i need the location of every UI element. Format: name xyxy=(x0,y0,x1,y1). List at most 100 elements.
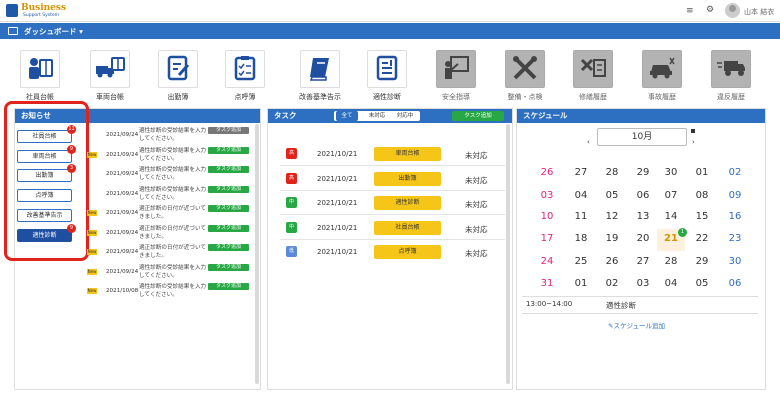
tile-label[interactable]: 社員台帳 xyxy=(26,93,54,101)
tile-6[interactable] xyxy=(436,50,476,88)
calendar-day[interactable]: 11 xyxy=(574,211,588,222)
calendar-day[interactable]: 02 xyxy=(605,278,619,289)
tile-9[interactable] xyxy=(642,50,682,88)
calendar-day[interactable]: 13 xyxy=(636,211,650,222)
task-category[interactable]: 車両台帳 xyxy=(374,147,441,161)
calendar-day[interactable]: 15 xyxy=(695,211,709,222)
calendar-day[interactable]: 04 xyxy=(574,190,588,201)
prev-month-button[interactable]: ‹ xyxy=(587,138,590,146)
calendar-day[interactable]: 27 xyxy=(574,167,588,178)
notice-add-task-button[interactable]: タスク追加 xyxy=(208,166,249,173)
notice-text[interactable]: 適正診断の日付が近づいてきました。 xyxy=(139,245,206,259)
tile-10[interactable] xyxy=(711,50,751,88)
logo[interactable]: Business Support System xyxy=(6,2,66,20)
tile-0[interactable] xyxy=(20,50,60,88)
task-status[interactable]: 未対応 xyxy=(465,249,488,258)
calendar-day[interactable]: 06 xyxy=(728,278,742,289)
calendar-day[interactable]: 26 xyxy=(605,256,619,267)
tile-label[interactable]: 点呼簿 xyxy=(234,93,256,101)
calendar-day[interactable]: 24 xyxy=(540,256,554,267)
calendar-day[interactable]: 30 xyxy=(664,167,678,178)
notice-add-task-button[interactable]: タスク追加 xyxy=(208,146,249,154)
menu-icon[interactable]: ≡ xyxy=(686,6,694,16)
gear-icon[interactable]: ⚙ xyxy=(706,5,715,15)
calendar-day[interactable]: 17 xyxy=(540,233,554,244)
calendar-day[interactable]: 09 xyxy=(728,190,742,201)
notice-text[interactable]: 適性診断の受診結果を入力してください。 xyxy=(139,284,207,298)
task-status[interactable]: 未対応 xyxy=(465,200,488,209)
notice-add-task-button[interactable]: タスク追加 xyxy=(208,283,249,290)
tile-3[interactable] xyxy=(225,50,265,88)
notice-filter-button[interactable]: 点呼簿 xyxy=(17,189,72,202)
notice-filter-button[interactable]: 社員台帳 11 xyxy=(17,125,76,143)
task-category[interactable]: 出勤簿 xyxy=(374,171,441,186)
calendar-day[interactable]: 04 xyxy=(664,278,678,289)
dashboard-dropdown[interactable]: ダッシュボード ▾ xyxy=(24,27,83,36)
calendar-day[interactable]: 08 xyxy=(695,190,709,201)
calendar-day[interactable]: 05 xyxy=(605,190,619,201)
tile-label[interactable]: 改善基準告示 xyxy=(299,93,341,101)
tile-7[interactable] xyxy=(505,50,545,88)
next-month-button[interactable]: › xyxy=(692,138,695,146)
calendar-day[interactable]: 01 xyxy=(695,167,709,178)
calendar-day[interactable]: 30 xyxy=(728,256,742,267)
calendar-day[interactable]: 07 xyxy=(664,190,678,201)
task-category[interactable]: 点呼簿 xyxy=(374,245,441,259)
tile-label[interactable]: 違反履歴 xyxy=(717,93,745,101)
notice-scrollbar[interactable] xyxy=(255,124,259,384)
notice-text[interactable]: 適性診断の受診結果を入力してください。 xyxy=(139,264,207,279)
user-name[interactable]: 山本 結衣 xyxy=(744,8,775,16)
calendar-day[interactable]: 28 xyxy=(605,167,619,178)
task-row[interactable]: 低 2021/10/21 点呼簿 未対応 xyxy=(280,241,505,263)
tile-2[interactable] xyxy=(158,50,198,88)
event-title[interactable]: 適性診断 xyxy=(606,301,636,310)
notice-text[interactable]: 適性診断の受診結果を入力してください。 xyxy=(139,147,207,162)
tab-all[interactable]: 全て xyxy=(336,111,358,121)
calendar-day[interactable]: 03 xyxy=(540,190,554,201)
task-row[interactable]: 高 2021/10/21 車両台帳 未対応 xyxy=(280,143,505,165)
calendar-day[interactable]: 05 xyxy=(695,278,709,289)
tile-1[interactable] xyxy=(90,50,130,88)
notice-filter-button[interactable]: 改善基準告示 xyxy=(17,209,72,222)
notice-filter-button[interactable]: 車両台帳 9 xyxy=(17,145,76,163)
tile-4[interactable] xyxy=(300,50,340,88)
tile-label[interactable]: 修繕履歴 xyxy=(579,93,607,101)
notice-text[interactable]: 適正診断の日付が近づいてきました。 xyxy=(139,225,206,240)
calendar-day[interactable]: 01 xyxy=(574,278,588,289)
calendar-day[interactable]: 12 xyxy=(605,211,619,222)
tile-label[interactable]: 整備・点検 xyxy=(507,93,543,101)
calendar-day[interactable]: 06 xyxy=(636,190,650,201)
calendar-day[interactable]: 28 xyxy=(664,256,678,267)
calendar-day[interactable]: 02 xyxy=(728,167,742,178)
task-row[interactable]: 中 2021/10/21 適性診断 未対応 xyxy=(280,192,505,214)
notice-add-task-button[interactable]: タスク追加 xyxy=(208,224,249,232)
task-status[interactable]: 未対応 xyxy=(465,175,488,185)
calendar-day[interactable]: 23 xyxy=(728,233,742,244)
calendar-day[interactable]: 19 xyxy=(605,233,619,244)
avatar[interactable] xyxy=(725,3,740,18)
task-status[interactable]: 未対応 xyxy=(465,224,488,234)
tile-label[interactable]: 適性診断 xyxy=(373,93,401,101)
calendar-day[interactable]: 10 xyxy=(540,211,554,222)
notice-filter-button[interactable]: 出勤簿 3 xyxy=(17,164,76,182)
task-row[interactable]: 中 2021/10/21 社員台帳 未対応 xyxy=(280,217,505,239)
calendar-day[interactable]: 03 xyxy=(636,278,650,289)
calendar-day[interactable]: 14 xyxy=(664,211,678,222)
calendar-day[interactable]: 22 xyxy=(695,233,709,244)
tab-unhandled[interactable]: 未対応 xyxy=(368,113,386,119)
notice-add-task-button[interactable]: タスク追加 xyxy=(208,185,249,193)
notice-add-task-button[interactable]: タスク追加 xyxy=(208,205,249,212)
task-row[interactable]: 高 2021/10/21 出勤簿 未対応 xyxy=(280,168,505,190)
notice-text[interactable]: 適性診断の受診結果を入力してください。 xyxy=(139,167,207,181)
calendar-day[interactable]: 20 xyxy=(636,233,650,244)
tile-label[interactable]: 安全指導 xyxy=(442,93,470,101)
notice-add-task-button[interactable]: タスク追加 xyxy=(208,244,249,251)
tile-5[interactable] xyxy=(367,50,407,88)
calendar-day[interactable]: 29 xyxy=(695,256,709,267)
task-add-button[interactable]: タスク追加 xyxy=(452,111,504,121)
tab-in-progress[interactable]: 対応中 xyxy=(396,113,414,119)
tile-8[interactable] xyxy=(573,50,613,88)
calendar-day[interactable]: 18 xyxy=(574,233,588,244)
calendar-day[interactable]: 25 xyxy=(574,256,588,267)
calendar-day[interactable]: 16 xyxy=(728,211,742,222)
